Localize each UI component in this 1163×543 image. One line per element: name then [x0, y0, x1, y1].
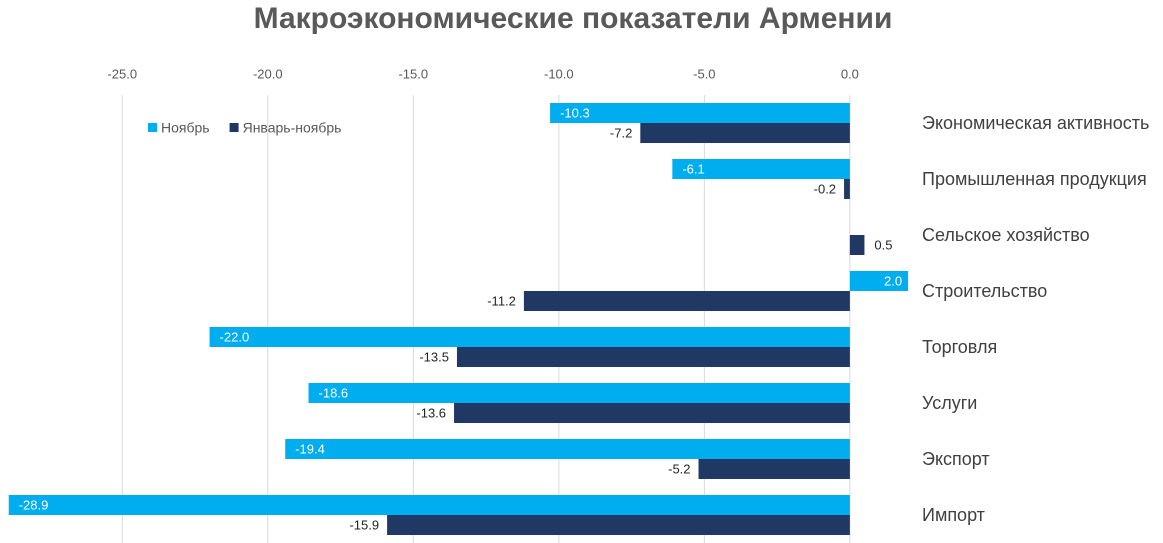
bar [844, 179, 850, 199]
bar [456, 347, 850, 367]
bar [550, 103, 850, 123]
category-label: Экспорт [922, 449, 990, 469]
value-label: 0.5 [874, 237, 892, 252]
category-label: Строительство [922, 281, 1047, 301]
bar [849, 271, 909, 291]
x-tick-label: -15.0 [398, 66, 428, 81]
value-label: -18.6 [319, 385, 349, 400]
bar [698, 459, 850, 479]
bar [285, 439, 850, 459]
chart-title: Макроэкономические показатели Армении [254, 2, 893, 35]
bar [849, 235, 865, 255]
legend-swatch [148, 123, 157, 132]
value-label: -6.1 [682, 161, 704, 176]
bar [8, 495, 850, 515]
legend-label: Ноябрь [161, 120, 210, 136]
x-tick-label: 0.0 [841, 66, 859, 81]
value-label: -7.2 [610, 125, 632, 140]
value-label: -11.2 [487, 293, 516, 308]
value-label: -13.5 [419, 349, 449, 364]
category-label: Торговля [922, 337, 997, 357]
x-tick-label: -20.0 [253, 66, 283, 81]
x-tick-label: -10.0 [544, 66, 574, 81]
value-label: -13.6 [416, 405, 446, 420]
legend-swatch [229, 123, 239, 132]
bar [454, 403, 850, 423]
x-tick-label: -25.0 [107, 66, 137, 81]
value-label: -10.3 [560, 105, 590, 120]
legend-label: Январь-ноябрь [243, 120, 342, 136]
bar [387, 515, 850, 535]
bar [308, 383, 850, 403]
value-label: -28.9 [19, 497, 49, 512]
category-label: Сельское хозяйство [922, 225, 1090, 245]
bar [640, 123, 850, 143]
bar [523, 291, 850, 311]
category-label: Импорт [922, 505, 985, 525]
category-label: Экономическая активность [922, 113, 1149, 133]
value-label: -15.9 [349, 517, 379, 532]
bar [672, 159, 850, 179]
category-label: Промышленная продукция [922, 169, 1147, 189]
value-label: -5.2 [668, 461, 690, 476]
x-tick-label: -5.0 [693, 66, 715, 81]
value-label: -22.0 [220, 329, 250, 344]
category-label: Услуги [922, 393, 977, 413]
bar [209, 327, 850, 347]
value-label: 2.0 [884, 273, 902, 288]
value-label: -19.4 [295, 441, 325, 456]
value-label: -0.2 [814, 181, 836, 196]
